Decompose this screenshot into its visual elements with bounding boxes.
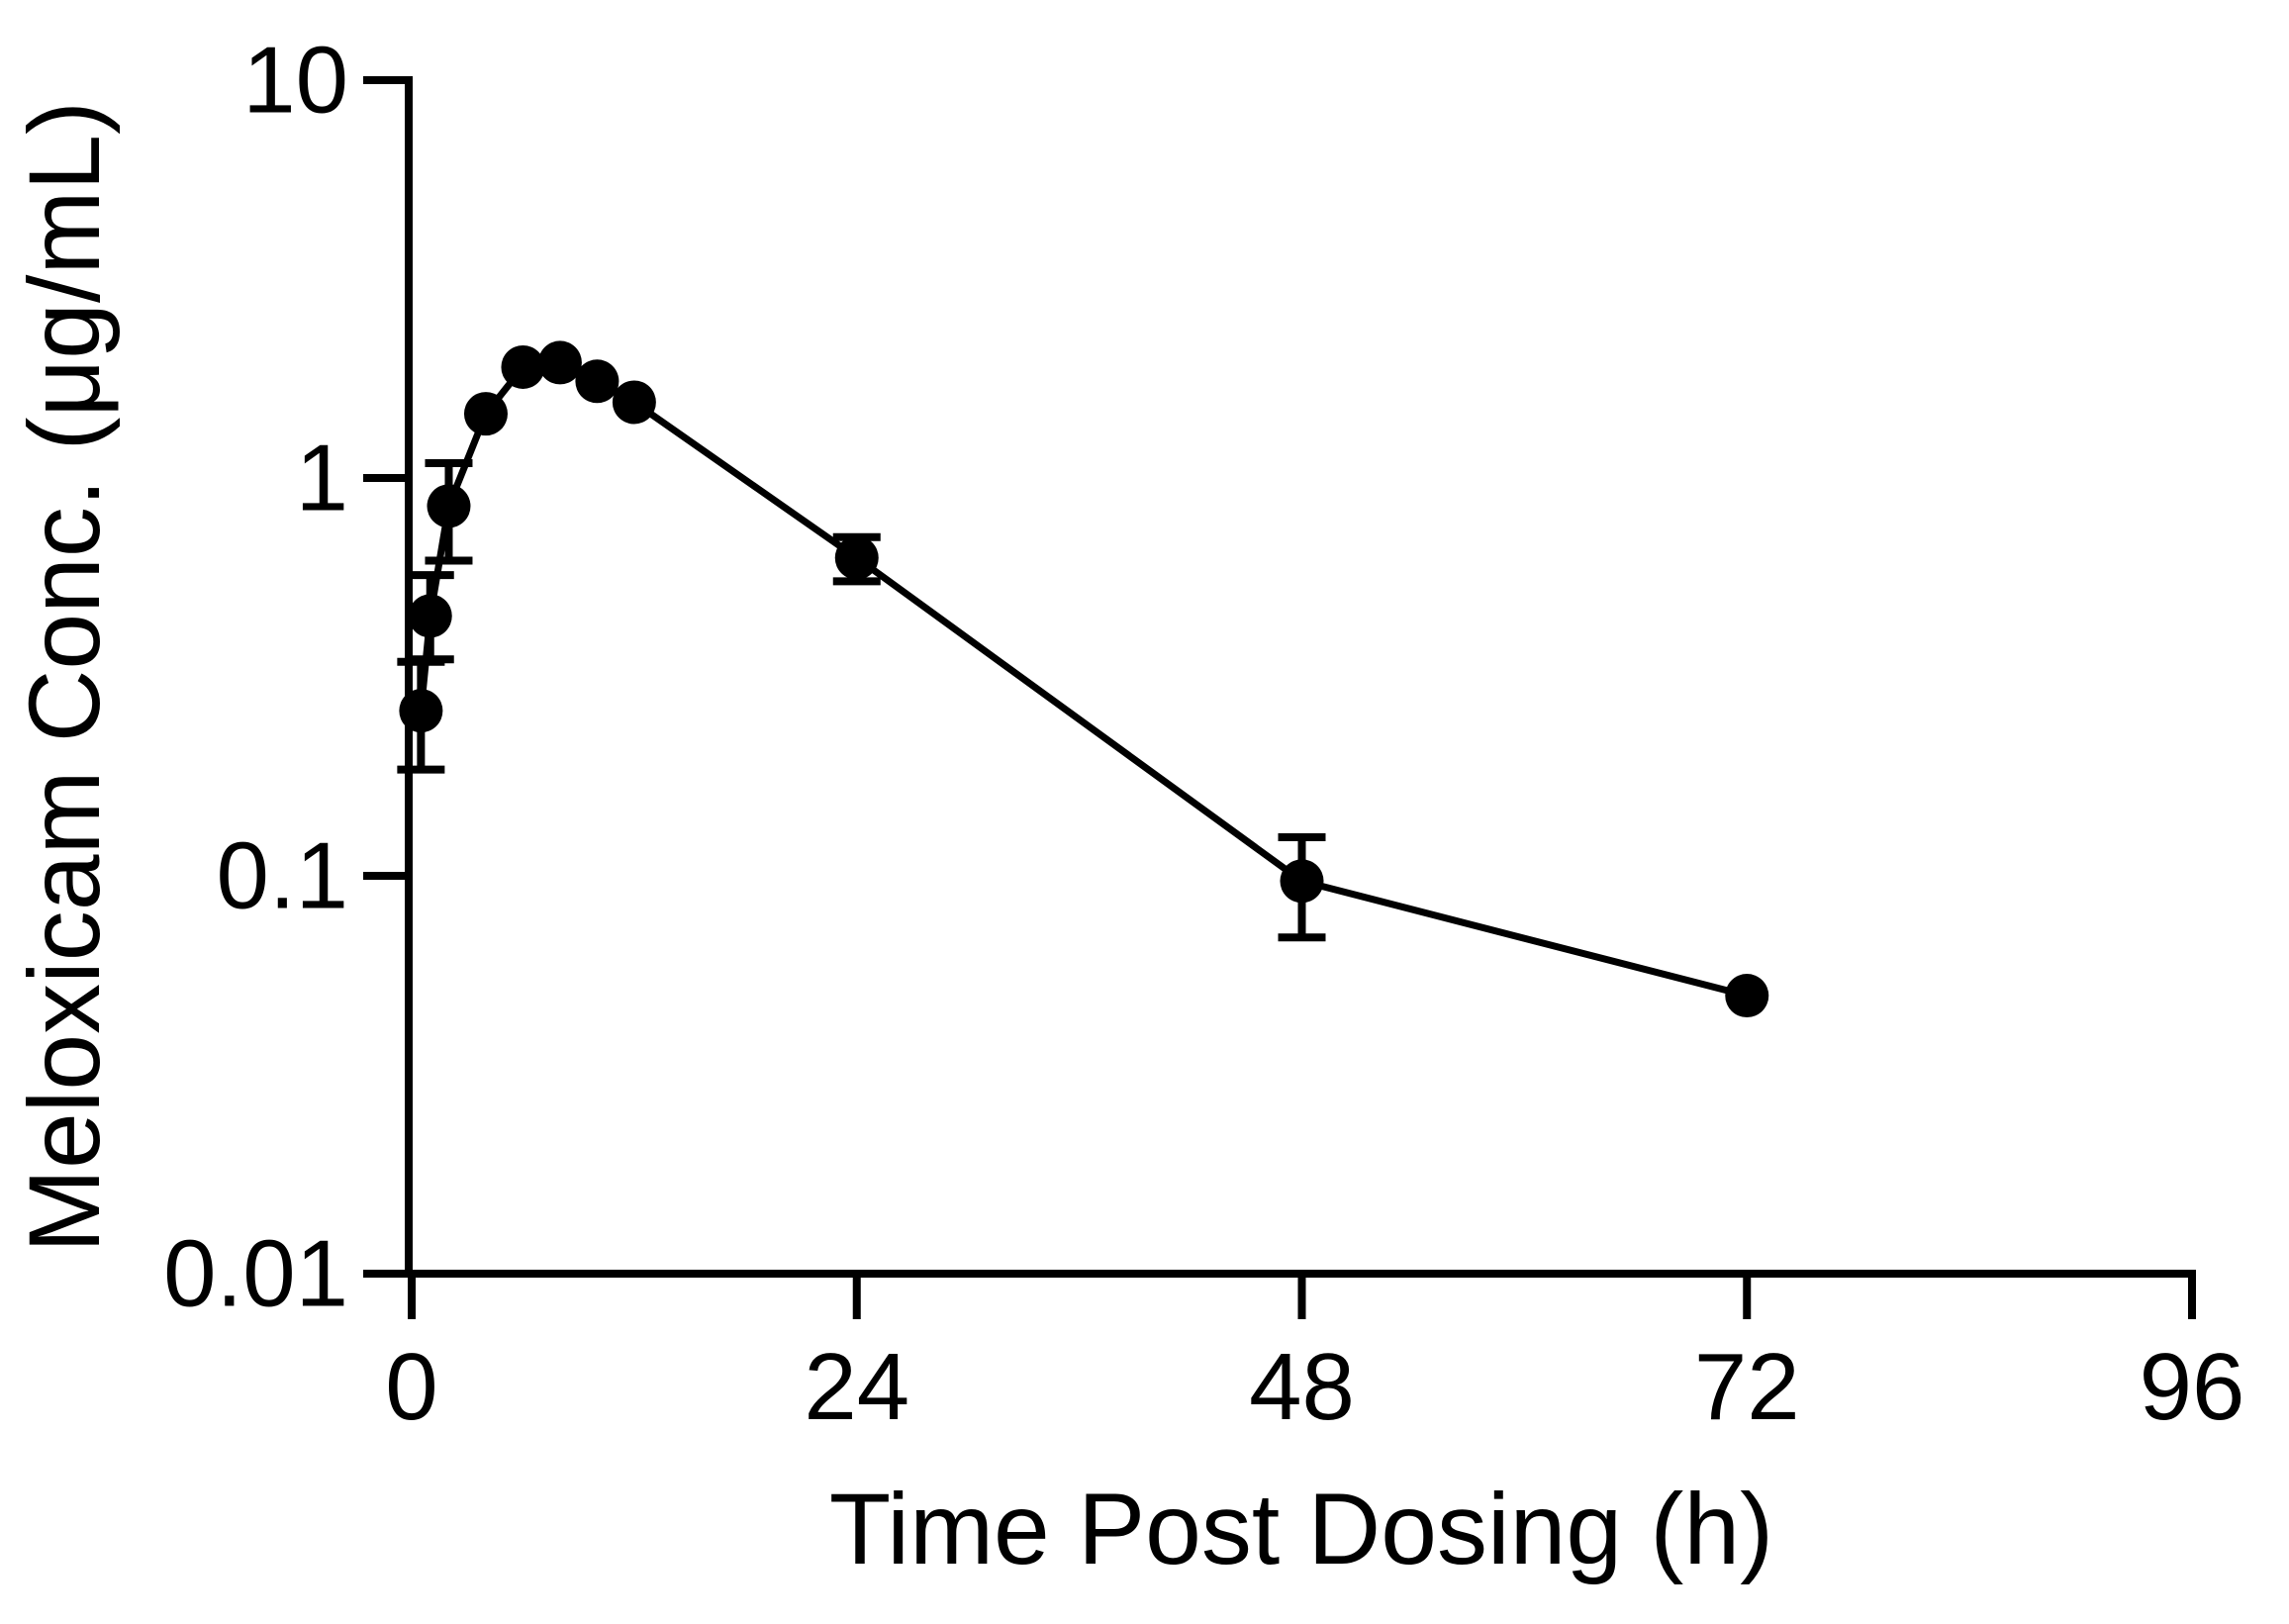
data-point [1280,859,1324,904]
data-point [408,594,452,638]
data-point [463,392,508,436]
data-point [427,484,471,528]
data-points [399,340,1769,1018]
data-point [501,344,545,389]
data-point [1725,974,1769,1018]
axes: 10 1 0.1 0.01 0 24 48 72 96 [163,28,2244,1441]
y-axis-title: Meloxicam Conc. (μg/mL) [8,101,121,1253]
y-tick-label: 10 [242,28,348,134]
x-tick-label: 96 [2140,1334,2245,1440]
y-tick-label: 0.1 [217,823,348,929]
data-point [399,689,443,733]
x-tick-label: 48 [1249,1334,1355,1440]
data-point [612,380,656,425]
series-line-layer [417,358,1749,1000]
x-axis-title: Time Post Dosing (h) [829,1473,1773,1585]
series-line [417,358,1749,1000]
x-tick-label: 24 [804,1334,909,1440]
data-point [834,535,879,580]
y-tick-label: 1 [296,426,348,531]
data-point [537,340,582,385]
x-tick-label: 72 [1694,1334,1800,1440]
error-bars [397,458,1326,942]
y-tick-label: 0.01 [163,1221,348,1327]
x-tick-label: 0 [385,1334,437,1440]
data-point [575,359,620,404]
